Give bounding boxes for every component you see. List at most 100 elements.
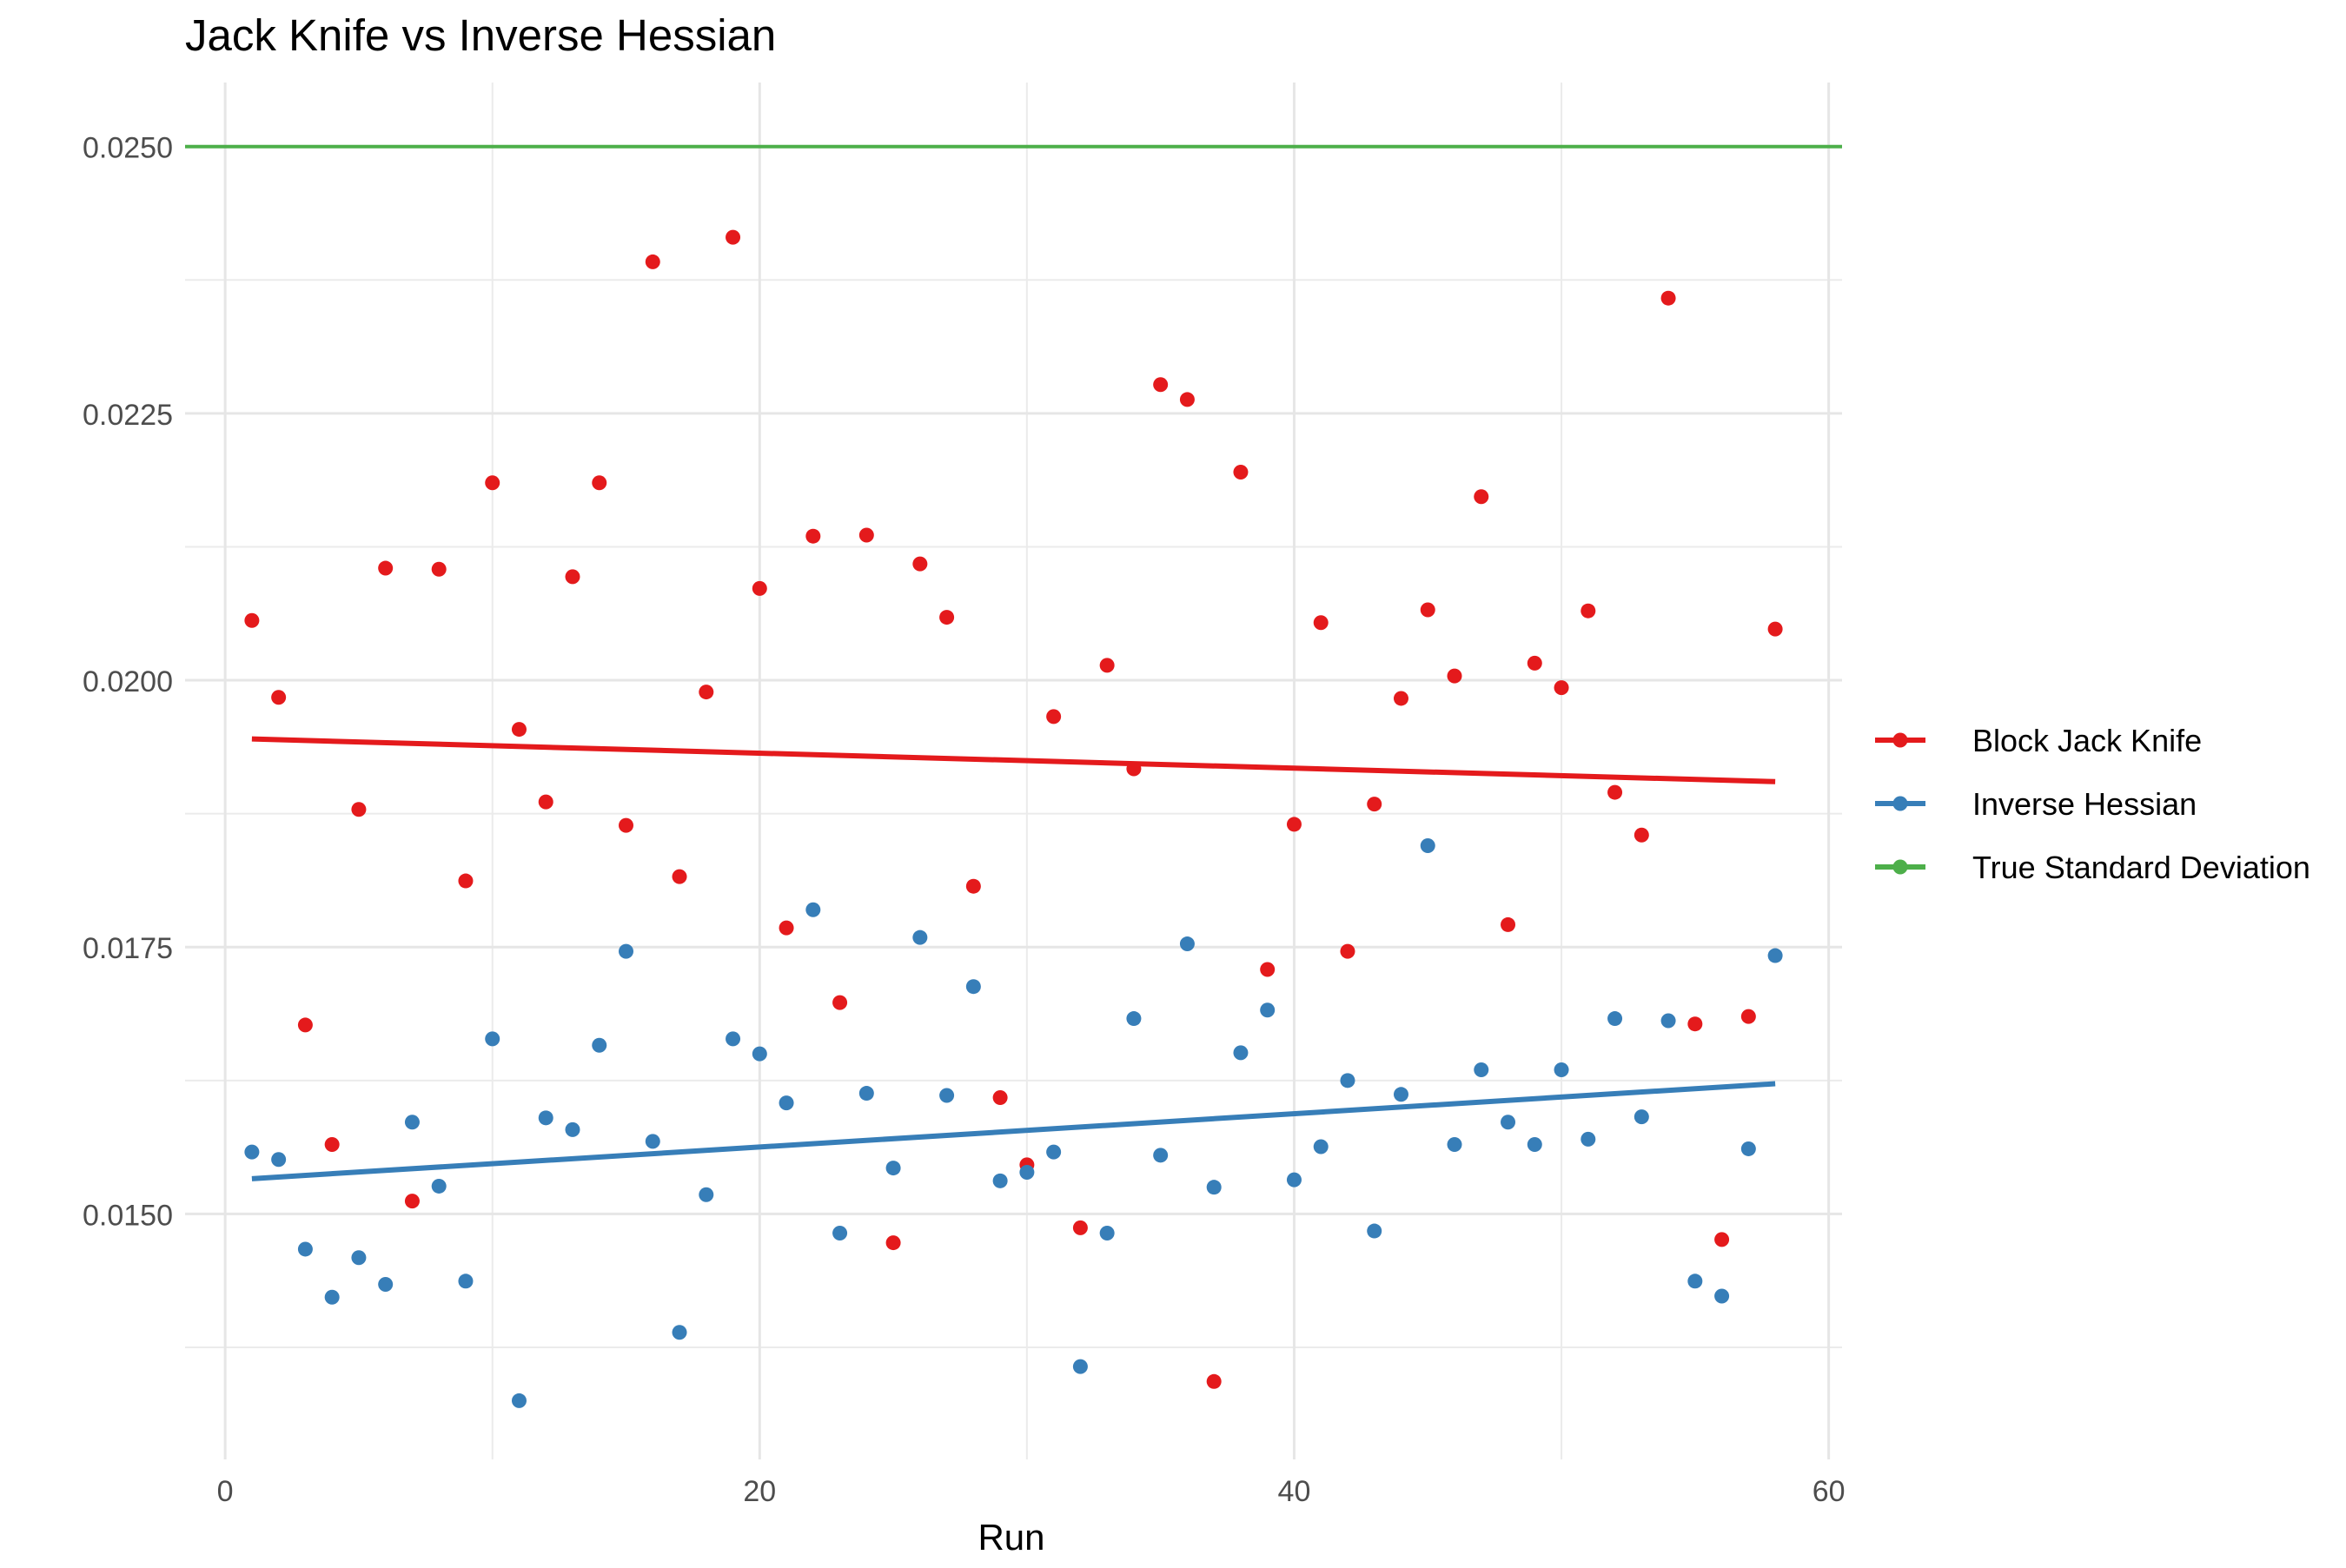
block-jack-knife-point [699,685,714,700]
block-jack-knife-point [1313,615,1329,631]
inverse-hessian-point [858,1086,874,1102]
inverse-hessian-point [404,1115,420,1130]
inverse-hessian-point [1046,1144,1062,1160]
inverse-hessian-point [1393,1087,1408,1102]
block-jack-knife-point [1740,1009,1756,1024]
block-jack-knife-point [1607,784,1623,800]
inverse-hessian-point [885,1161,901,1176]
block-jack-knife-point [1501,916,1516,932]
block-jack-knife-point [1660,290,1676,306]
block-jack-knife-point [752,580,767,596]
legend-item-block-jack-knife: Block Jack Knife [1875,723,2202,758]
inverse-hessian-point [511,1393,527,1408]
inverse-hessian-point [726,1031,741,1047]
inverse-hessian-point [378,1276,394,1292]
block-jack-knife-point [1634,827,1649,843]
block-jack-knife-point [1474,489,1489,505]
block-jack-knife-point [1179,392,1195,407]
y-tick-label: 0.0250 [83,132,173,165]
inverse-hessian-point [1179,936,1195,952]
block-jack-knife-point [1286,817,1302,832]
inverse-hessian-point [431,1178,447,1194]
block-jack-knife-point [1554,680,1569,696]
block-jack-knife-point [1126,761,1142,777]
block-jack-knife-point [1153,377,1169,393]
block-jack-knife-point [779,920,794,936]
series-lines [185,144,1842,1181]
block-jack-knife-point [805,528,821,544]
inverse-hessian-point [244,1144,260,1160]
inverse-hessian-point [752,1046,767,1062]
block-jack-knife-point [672,869,687,884]
inverse-hessian-point [271,1152,287,1168]
legend-label: Block Jack Knife [1972,723,2202,758]
inverse-hessian-point [699,1187,714,1202]
block-jack-knife-point [1420,602,1435,618]
block-jack-knife-point [645,254,660,269]
legend-key-point [1892,796,1908,811]
block-jack-knife-point [1072,1220,1088,1235]
inverse-hessian-point [939,1088,955,1103]
inverse-hessian-point [592,1037,607,1053]
x-tick-label: 60 [1813,1475,1846,1508]
block-jack-knife-point [592,475,607,491]
inverse-hessian-point [1206,1180,1222,1195]
block-jack-knife-point [885,1235,901,1251]
inverse-hessian-point [1313,1139,1329,1154]
block-jack-knife-point [1527,655,1542,671]
inverse-hessian-point [1474,1062,1489,1078]
block-jack-knife-point [965,878,981,894]
legend-label: Inverse Hessian [1972,786,2197,822]
x-tick-label: 20 [743,1475,776,1508]
block-jack-knife-point [1046,709,1062,724]
inverse-hessian-point [805,902,821,917]
inverse-hessian-point [1019,1164,1035,1180]
block-jack-knife-point [1260,962,1276,977]
inverse-hessian-trend-line [251,1081,1776,1181]
y-tick-label: 0.0150 [83,1199,173,1232]
block-jack-knife-point [1767,621,1783,637]
inverse-hessian-point [912,930,928,945]
x-axis-label: Run [978,1517,1044,1558]
legend: Block Jack Knife Inverse Hessian True Stan… [1875,723,2310,885]
inverse-hessian-point [779,1095,794,1111]
block-jack-knife-point [511,722,527,738]
inverse-hessian-point [1634,1109,1649,1125]
inverse-hessian-point [965,979,981,995]
inverse-hessian-point [1660,1013,1676,1029]
inverse-hessian-point [1527,1137,1542,1153]
y-tick-label: 0.0175 [83,932,173,965]
inverse-hessian-point [1501,1115,1516,1130]
inverse-hessian-point [1554,1062,1569,1078]
block-jack-knife-point [297,1017,313,1033]
inverse-hessian-point [458,1274,474,1289]
block-jack-knife-point [538,794,553,810]
block-jack-knife-point [404,1194,420,1209]
legend-item-inverse-hessian: Inverse Hessian [1875,786,2197,822]
block-jack-knife-point [378,560,394,576]
inverse-hessian-point [1447,1137,1462,1153]
block-jack-knife-point [485,475,500,491]
data-points [244,229,1783,1408]
legend-label: True Standard Deviation [1972,850,2310,885]
block-jack-knife-point [1233,464,1249,480]
block-jack-knife-point [1393,691,1408,706]
inverse-hessian-point [1286,1172,1302,1188]
legend-item-true-standard-deviation: True Standard Deviation [1875,850,2310,885]
inverse-hessian-point [1340,1073,1355,1088]
x-tick-label: 0 [217,1475,234,1508]
inverse-hessian-point [992,1173,1008,1188]
block-jack-knife-point [324,1137,340,1153]
legend-key-point [1892,859,1908,875]
y-tick-label: 0.0225 [83,399,173,432]
block-jack-knife-point [565,569,580,585]
inverse-hessian-point [565,1121,580,1137]
block-jack-knife-point [458,873,474,889]
inverse-hessian-point [1767,948,1783,963]
inverse-hessian-point [351,1250,367,1266]
inverse-hessian-point [1099,1226,1115,1241]
block-jack-knife-point [619,817,634,833]
inverse-hessian-point [1420,838,1435,854]
